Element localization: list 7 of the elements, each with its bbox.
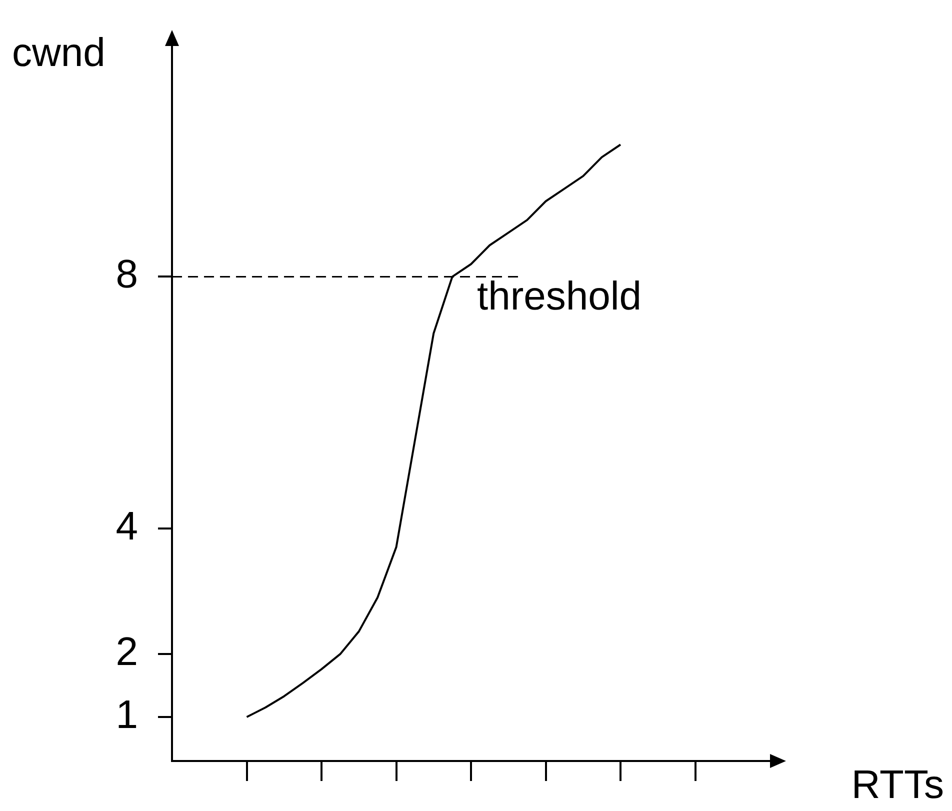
- y-axis-title: cwnd: [12, 31, 106, 76]
- y-tick-label: 4: [116, 504, 138, 548]
- ref-line-label: threshold: [476, 274, 642, 319]
- y-tick-label: 8: [116, 252, 138, 297]
- y-tick-label: 1: [116, 693, 138, 738]
- y-tick-label: 2: [116, 630, 138, 674]
- x-axis-title: RTTs: [851, 763, 944, 808]
